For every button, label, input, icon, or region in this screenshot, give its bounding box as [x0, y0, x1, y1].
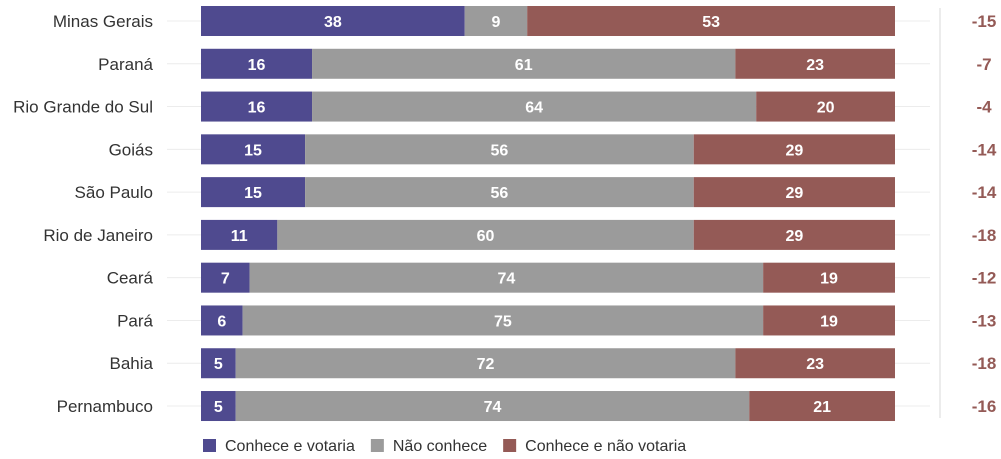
segment-value-label: 23: [806, 57, 824, 74]
segment-value-label: 75: [494, 313, 512, 330]
segment-value-label: 5: [214, 399, 223, 416]
segment-conhece-nao-votaria: [693, 219, 895, 250]
segment-conhece-votaria: [201, 219, 278, 250]
category-label: Pará: [117, 311, 153, 330]
segment-nao-conhece: [305, 177, 694, 208]
legend-item-nao-conhece: Não conhece: [393, 438, 487, 455]
segment-value-label: 29: [785, 142, 803, 159]
segment-value-label: 16: [248, 100, 266, 117]
segment-conhece-votaria: [201, 177, 306, 208]
segment-value-label: 19: [820, 271, 838, 288]
segment-value-label: 16: [248, 57, 266, 74]
segment-value-label: 61: [515, 57, 533, 74]
category-label: Goiás: [109, 140, 153, 159]
segment-conhece-nao-votaria: [527, 6, 895, 36]
category-labels: Minas Gerais Paraná Rio Grande do Sul Goiás…: [13, 12, 153, 416]
segment-nao-conhece: [235, 391, 750, 422]
segment-value-label: 11: [231, 228, 248, 245]
segment-value-label: 5: [214, 356, 223, 373]
segment-value-label: 56: [491, 185, 509, 202]
segment-conhece-nao-votaria: [693, 177, 895, 208]
segment-value-label: 6: [217, 313, 226, 330]
legend-item-conhece-votaria: Conhece e votaria: [225, 438, 355, 455]
category-label: Rio de Janeiro: [43, 226, 153, 245]
segment-conhece-nao-votaria: [763, 262, 895, 293]
category-label: Paraná: [98, 55, 153, 74]
segment-value-label: 29: [785, 185, 803, 202]
difference-labels: -15 -7 -4 -14 -14 -18 -12 -13 -18 -16: [972, 12, 997, 416]
segment-value-label: 29: [785, 228, 803, 245]
segment-conhece-votaria: [201, 391, 236, 422]
segment-value-label: 38: [324, 14, 342, 31]
segment-conhece-nao-votaria: [756, 91, 895, 122]
segment-value-label: 74: [484, 399, 502, 416]
segment-value-label: 60: [477, 228, 495, 245]
segment-nao-conhece: [242, 305, 764, 336]
segment-value-label: 21: [813, 399, 831, 416]
segment-conhece-votaria: [201, 91, 313, 122]
segment-value-label: 53: [702, 14, 720, 31]
legend-swatch: [203, 439, 216, 452]
difference-value-label: -14: [972, 140, 997, 159]
legend-item-conhece-nao-votaria: Conhece e não votaria: [525, 438, 686, 455]
segment-conhece-votaria: [201, 348, 236, 379]
segment-nao-conhece: [235, 348, 736, 379]
segment-value-label: 7: [221, 271, 230, 288]
segment-conhece-nao-votaria: [693, 134, 895, 165]
difference-value-label: -12: [972, 269, 997, 288]
legend: Conhece e votaria Não conhece Conhece e nã…: [203, 438, 686, 455]
category-label: São Paulo: [75, 183, 153, 202]
difference-value-label: -4: [976, 98, 992, 117]
segment-conhece-nao-votaria: [749, 391, 895, 422]
segment-value-label: 9: [491, 14, 500, 31]
segment-value-label: 74: [497, 271, 515, 288]
segment-value-label: 56: [491, 142, 509, 159]
segment-conhece-nao-votaria: [735, 348, 895, 379]
category-label: Minas Gerais: [53, 12, 153, 31]
category-label: Rio Grande do Sul: [13, 98, 153, 117]
segment-nao-conhece: [305, 134, 694, 165]
difference-value-label: -7: [976, 55, 991, 74]
segment-conhece-votaria: [201, 134, 306, 165]
difference-value-label: -16: [972, 397, 997, 416]
category-label: Pernambuco: [57, 397, 153, 416]
segment-nao-conhece: [312, 48, 736, 79]
segment-conhece-nao-votaria: [735, 48, 895, 79]
difference-value-label: -18: [972, 226, 997, 245]
segment-value-label: 20: [817, 100, 835, 117]
difference-value-label: -14: [972, 183, 997, 202]
segment-nao-conhece: [277, 219, 694, 250]
difference-value-label: -13: [972, 311, 997, 330]
category-label: Ceará: [107, 269, 154, 288]
segment-value-label: 19: [820, 313, 838, 330]
segment-nao-conhece: [464, 6, 528, 36]
segment-value-label: 72: [477, 356, 495, 373]
segment-conhece-nao-votaria: [763, 305, 895, 336]
segment-nao-conhece: [249, 262, 764, 293]
legend-swatch: [503, 439, 517, 452]
segment-value-label: 15: [244, 185, 262, 202]
segment-value-label: 64: [525, 100, 543, 117]
segment-nao-conhece: [312, 91, 757, 122]
difference-value-label: -15: [972, 12, 997, 31]
segment-value-label: 15: [244, 142, 262, 159]
legend-swatch: [370, 439, 384, 452]
segment-conhece-votaria: [201, 48, 313, 79]
segment-conhece-votaria: [201, 305, 243, 336]
segment-conhece-votaria: [201, 6, 465, 36]
category-label: Bahia: [110, 354, 154, 373]
segment-value-label: 23: [806, 356, 824, 373]
difference-value-label: -18: [972, 354, 997, 373]
segment-conhece-votaria: [201, 262, 250, 293]
